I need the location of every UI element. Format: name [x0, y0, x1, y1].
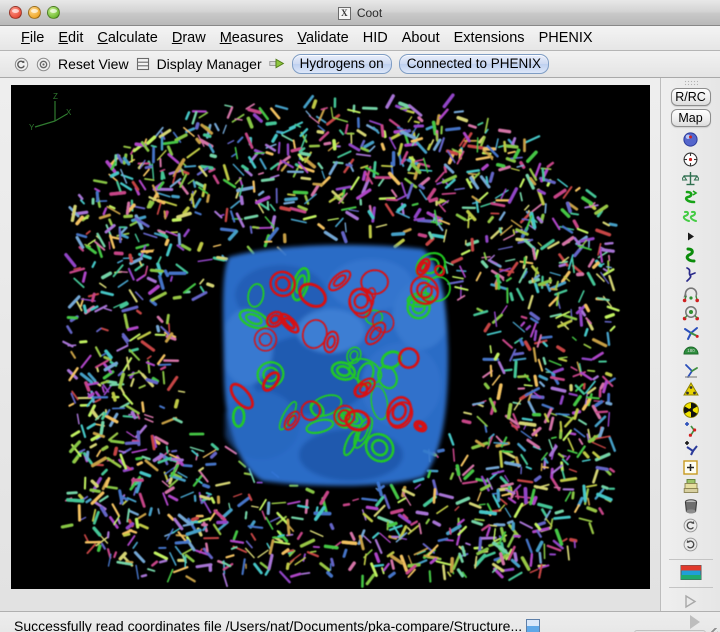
add-alt-conf-icon[interactable] — [679, 458, 703, 477]
side-chain-180-icon[interactable]: 180 — [679, 343, 703, 362]
menu-validate[interactable]: Validate — [297, 30, 349, 46]
menu-hid[interactable]: HID — [362, 30, 388, 46]
play-triangle-icon[interactable] — [690, 615, 700, 629]
window-resize-grip[interactable] — [705, 628, 718, 632]
negative-difference-density — [229, 257, 446, 433]
radiation-icon[interactable] — [679, 400, 703, 419]
delete-trash-icon[interactable] — [679, 497, 703, 516]
toolbar-grip-handle[interactable] — [683, 80, 698, 86]
menu-bar: File Edit Calculate Draw Measures Valida… — [0, 26, 720, 51]
minimize-button[interactable] — [28, 6, 41, 19]
green-arrow-icon[interactable] — [269, 57, 285, 71]
edit-chi-icon[interactable] — [679, 362, 703, 381]
play-triangle-icon[interactable] — [679, 227, 703, 246]
map-button[interactable]: Map — [670, 109, 711, 128]
redo-icon[interactable] — [679, 535, 703, 554]
window-title: Coot — [356, 6, 383, 20]
axis-z-label: Z — [53, 92, 58, 101]
molecular-scene — [60, 93, 620, 588]
add-atom-icon[interactable] — [679, 420, 703, 439]
close-button[interactable] — [9, 6, 22, 19]
blue-square-indicator[interactable] — [526, 618, 541, 632]
main-body: Z X Y — [0, 78, 720, 611]
display-manager-icon[interactable] — [136, 57, 150, 71]
menu-about[interactable]: About — [401, 30, 440, 46]
gl-viewport-wrapper: Z X Y — [0, 78, 660, 611]
ribbon-green-icon[interactable] — [679, 188, 703, 207]
menu-phenix[interactable]: PHENIX — [538, 30, 593, 46]
axis-x-label: X — [66, 108, 72, 117]
status-message: Successfully read coordinates file /User… — [14, 618, 523, 632]
menu-draw[interactable]: Draw — [171, 30, 206, 46]
menu-extensions[interactable]: Extensions — [453, 30, 525, 46]
rotate-bond-icon[interactable] — [679, 285, 703, 304]
menu-calculate[interactable]: Calculate — [97, 30, 158, 46]
undo-icon[interactable] — [679, 516, 703, 535]
toolbar-divider — [668, 558, 713, 560]
rrc-button[interactable]: R/RC — [670, 87, 711, 107]
axes-indicator-icon: Z X Y — [29, 92, 72, 132]
axis-y-label: Y — [29, 123, 35, 132]
zoom-button[interactable] — [47, 6, 60, 19]
svg-text:180: 180 — [687, 348, 695, 353]
menu-file[interactable]: File — [21, 30, 45, 46]
title-bar: X Coot — [0, 0, 720, 26]
right-toolbar: R/RC Map — [660, 78, 720, 611]
target-atom-icon[interactable] — [679, 150, 703, 169]
display-manager-button[interactable]: Display Manager — [156, 56, 262, 72]
status-bar: Successfully read coordinates file /User… — [0, 611, 720, 632]
chain-blue-icon[interactable] — [679, 265, 703, 284]
target-circle-icon[interactable] — [36, 57, 51, 72]
balance-icon[interactable] — [679, 169, 703, 188]
hydrogens-on-button[interactable]: Hydrogens on — [291, 53, 392, 75]
sphere-icon[interactable] — [679, 130, 703, 149]
window-controls — [9, 6, 60, 19]
eraser-icon[interactable] — [679, 477, 703, 496]
connected-to-phenix-button[interactable]: Connected to PHENIX — [398, 53, 550, 75]
double-ribbon-green-icon[interactable] — [679, 208, 703, 227]
torsion-general-icon[interactable] — [679, 304, 703, 323]
ribbon-dark-green-icon[interactable] — [679, 246, 703, 265]
mutate-auto-fit-icon[interactable] — [679, 381, 703, 400]
main-toolbar: Reset View Display Manager Hydrogens on … — [0, 51, 720, 78]
flip-peptide-icon[interactable] — [679, 323, 703, 342]
reset-view-button[interactable]: Reset View — [58, 56, 129, 72]
menu-edit[interactable]: Edit — [58, 30, 84, 46]
molecule-3d-view[interactable]: Z X Y — [11, 85, 650, 589]
anticlockwise-arrow-icon[interactable] — [14, 57, 29, 72]
x11-logo-icon: X — [337, 6, 351, 20]
window-title-group: X Coot — [0, 0, 720, 26]
add-terminal-residue-icon[interactable] — [679, 439, 703, 458]
arrow-right-icon[interactable] — [679, 592, 703, 611]
menu-measures[interactable]: Measures — [219, 30, 284, 46]
toolbar-divider-2 — [668, 586, 713, 588]
colour-map-icon[interactable] — [679, 563, 703, 582]
